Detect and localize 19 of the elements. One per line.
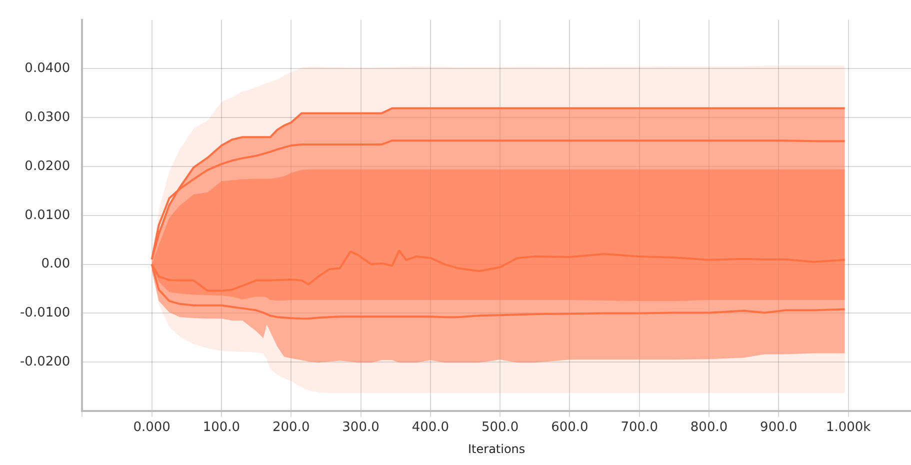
y-tick-label: 0.00 (41, 256, 70, 272)
x-tick-label: 300.0 (342, 420, 380, 436)
x-tick-label: 0.000 (133, 420, 170, 436)
x-tick-label: 400.0 (412, 420, 450, 436)
x-tick-label: 500.0 (481, 420, 519, 436)
x-axis-title: Iterations (468, 442, 526, 456)
x-tick-label: 900.0 (760, 420, 798, 436)
y-tick-label: 0.0100 (24, 208, 70, 223)
y-tick-label: -0.0200 (20, 354, 70, 370)
x-tick-label: 800.0 (690, 420, 728, 436)
y-tick-label: -0.0100 (20, 306, 70, 321)
y-tick-label: 0.0200 (24, 158, 70, 174)
x-tick-label: 600.0 (551, 420, 588, 436)
x-tick-label: 100.0 (202, 420, 240, 436)
y-tick-label: 0.0300 (24, 110, 70, 125)
x-tick-label: 1.000k (826, 420, 872, 436)
y-tick-label: 0.0400 (24, 61, 70, 76)
x-tick-label: 700.0 (620, 420, 658, 436)
x-tick-label: 200.0 (272, 420, 310, 436)
